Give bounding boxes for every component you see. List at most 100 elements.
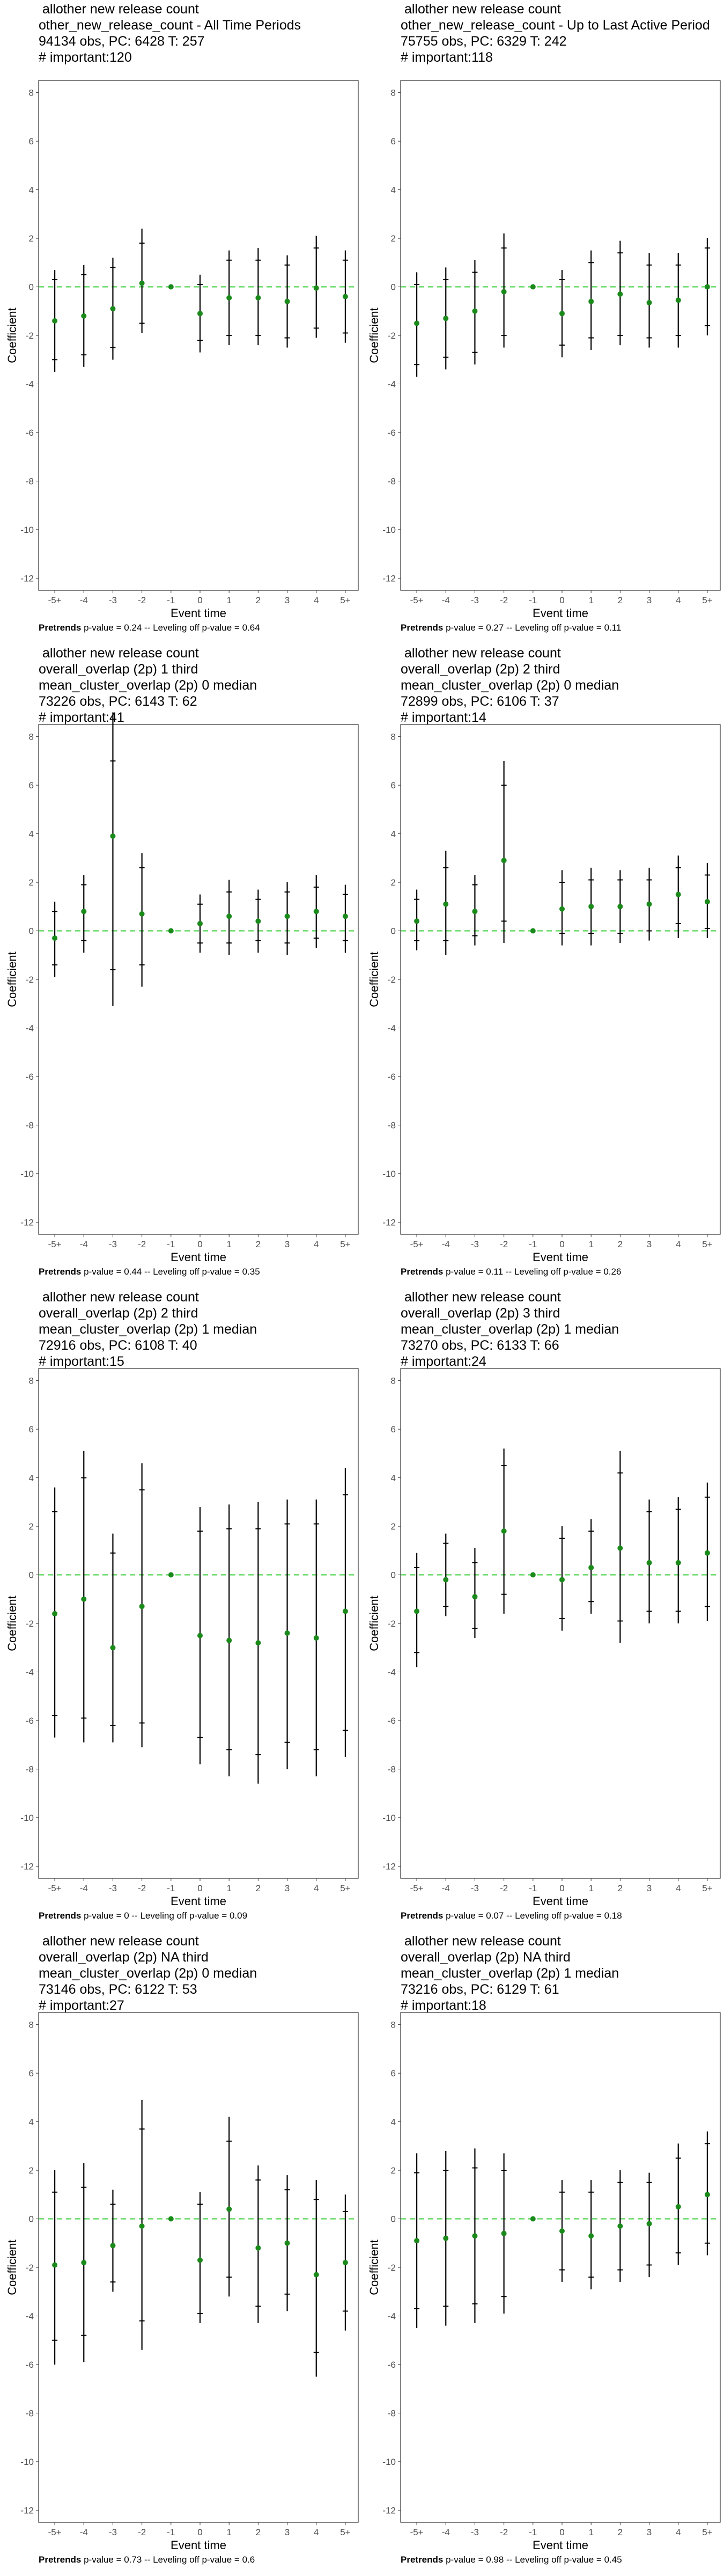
x-tick-label: -3	[471, 2527, 479, 2537]
footnote-label: Pretrends	[39, 1267, 82, 1277]
x-tick-label: 4	[676, 595, 681, 605]
x-tick-label: 0	[559, 1883, 564, 1893]
x-tick-label: 5+	[702, 595, 712, 605]
x-tick-label: 4	[314, 595, 319, 605]
y-tick-label: -12	[20, 573, 34, 583]
chart-title-line: overall_overlap (2p) 2 third	[401, 662, 560, 677]
coefficient-point	[168, 284, 174, 290]
chart-title-line: # important:24	[401, 1354, 486, 1369]
coefficient-point	[559, 311, 565, 317]
x-tick-label: 1	[226, 2527, 231, 2537]
coefficient-point	[704, 1550, 710, 1556]
x-tick-label: -5+	[410, 1883, 424, 1893]
x-tick-label: 2	[618, 2527, 623, 2537]
x-tick-label: -1	[529, 2527, 537, 2537]
y-tick-label: -8	[26, 1764, 34, 1774]
coefficient-point	[530, 928, 536, 934]
chart-title-line: # important:14	[401, 710, 486, 725]
coefficient-point	[342, 2259, 348, 2265]
x-tick-label: 4	[676, 2527, 681, 2537]
y-tick-label: 8	[391, 88, 396, 98]
x-tick-label: 2	[256, 1883, 261, 1893]
x-tick-label: 2	[256, 595, 261, 605]
y-axis-title: Coefficient	[5, 2240, 19, 2295]
footnote-text: p-value = 0.98 -- Leveling off p-value =…	[443, 2555, 622, 2565]
x-tick-label: -3	[109, 1239, 117, 1249]
x-tick-label: -1	[167, 2527, 175, 2537]
footnote-text: p-value = 0 -- Leveling off p-value = 0.…	[81, 1911, 248, 1921]
coefficient-point	[226, 1637, 232, 1643]
y-axis-title: Coefficient	[367, 952, 381, 1007]
x-tick-label: -4	[80, 595, 88, 605]
x-tick-label: -3	[471, 595, 479, 605]
y-tick-label: 4	[391, 185, 396, 195]
x-tick-label: 1	[588, 1883, 593, 1893]
coefficient-point	[139, 280, 145, 286]
x-tick-label: -1	[167, 1883, 175, 1893]
coefficient-point	[81, 1596, 87, 1602]
chart-title-line: # important:120	[39, 50, 132, 65]
y-tick-label: -8	[26, 2408, 34, 2418]
pvalue-footnote: Pretrends p-value = 0.07 -- Leveling off…	[401, 1911, 622, 1921]
y-tick-label: -12	[382, 573, 396, 583]
y-tick-label: 6	[29, 1424, 34, 1435]
x-tick-label: -2	[500, 595, 508, 605]
y-tick-label: -12	[382, 2505, 396, 2515]
chart-panel: allother new release count other_new_rele…	[0, 0, 362, 644]
y-tick-label: -8	[388, 2408, 396, 2418]
coefficient-point	[313, 285, 319, 291]
coefficient-point	[197, 311, 203, 317]
y-tick-label: 6	[391, 136, 396, 147]
y-tick-label: 2	[29, 2165, 34, 2176]
x-tick-label: -3	[471, 1239, 479, 1249]
chart-title-line: other_new_release_count - Up to Last Act…	[401, 18, 710, 33]
y-tick-label: -12	[382, 1861, 396, 1871]
coefficient-point	[443, 901, 449, 907]
x-tick-label: -4	[80, 2527, 88, 2537]
x-tick-label: 5+	[340, 1239, 350, 1249]
chart-title-line: allother new release count	[401, 2, 561, 17]
x-tick-label: 2	[618, 595, 623, 605]
coefficient-point	[139, 2223, 145, 2229]
x-axis-title: Event time	[533, 1894, 588, 1908]
coefficient-point	[284, 913, 290, 919]
chart-title-line: allother new release count	[39, 1934, 199, 1949]
coefficient-point	[414, 1608, 420, 1614]
coefficient-point	[588, 2233, 594, 2239]
y-tick-label: 6	[391, 1424, 396, 1435]
x-tick-label: -2	[138, 1239, 146, 1249]
x-tick-label: 5+	[340, 1883, 350, 1893]
y-tick-label: -12	[20, 1217, 34, 1227]
footnote-label: Pretrends	[39, 2555, 82, 2565]
coefficient-point	[501, 2230, 507, 2236]
coefficient-point	[501, 858, 507, 863]
y-tick-label: -8	[388, 1764, 396, 1774]
x-tick-label: 2	[618, 1883, 623, 1893]
coefficient-point	[168, 928, 174, 934]
x-tick-label: 3	[285, 595, 290, 605]
coefficient-point	[226, 913, 232, 919]
coefficient-point	[197, 920, 203, 926]
pvalue-footnote: Pretrends p-value = 0 -- Leveling off p-…	[39, 1911, 247, 1921]
x-tick-label: -4	[442, 1239, 450, 1249]
coefficient-point	[110, 306, 116, 312]
chart-title: allother new release count overall_overla…	[401, 1933, 619, 2014]
x-tick-label: 5+	[340, 595, 350, 605]
y-tick-label: -10	[382, 2457, 396, 2467]
x-tick-label: -5+	[410, 2527, 424, 2537]
y-tick-label: -4	[388, 1023, 396, 1033]
coefficient-point	[168, 2216, 174, 2222]
y-axis-title: Coefficient	[367, 2240, 381, 2295]
x-tick-label: -5+	[48, 1883, 62, 1893]
y-tick-label: 0	[29, 2214, 34, 2224]
coefficient-point	[110, 1645, 116, 1651]
coefficient-point	[530, 2216, 536, 2222]
coefficient-point	[559, 1577, 565, 1583]
coefficient-point	[530, 284, 536, 290]
coefficient-point	[414, 320, 420, 326]
coefficient-point	[559, 2228, 565, 2234]
footnote-text: p-value = 0.27 -- Leveling off p-value =…	[443, 623, 622, 633]
coefficient-point	[675, 891, 681, 897]
x-tick-label: 2	[256, 1239, 261, 1249]
